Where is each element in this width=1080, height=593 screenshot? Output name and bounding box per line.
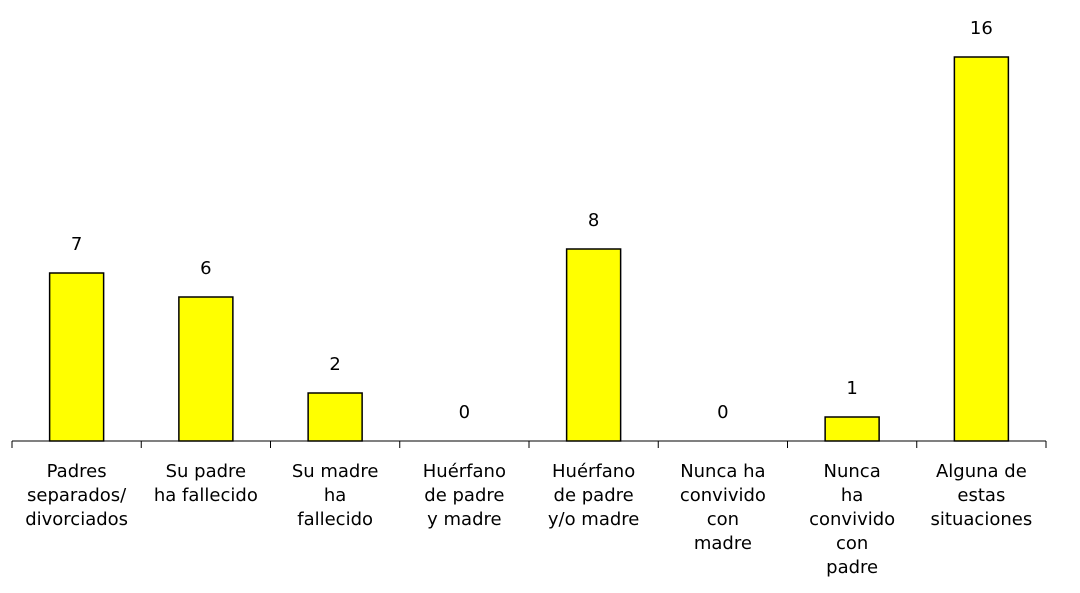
- data-label: 2: [329, 354, 340, 375]
- data-labels: 7 6 2 0 8 0 1 16: [71, 18, 993, 423]
- data-label: 0: [459, 402, 470, 423]
- data-label: 0: [717, 402, 728, 423]
- data-label: 16: [970, 18, 993, 39]
- category-label: Su madre ha fallecido: [292, 461, 379, 530]
- bar: [824, 416, 880, 442]
- category-labels: Padres separados/divorciados Su padre ha fa…: [25, 461, 1032, 578]
- category-label: Alguna de estas situaciones: [931, 461, 1033, 530]
- bar: [565, 248, 622, 442]
- bars: [48, 56, 1010, 442]
- data-label: 1: [846, 378, 857, 399]
- bar: [953, 56, 1010, 442]
- x-axis-ticks: [11, 441, 1047, 448]
- category-label: Huérfano de padre y madre: [423, 461, 506, 530]
- bar: [178, 296, 234, 442]
- category-label: Padres separados/divorciados: [25, 461, 128, 530]
- data-label: 6: [200, 258, 211, 279]
- bar: [48, 272, 105, 442]
- category-label: Su padre ha fallecido: [154, 461, 258, 506]
- bar: [307, 392, 363, 442]
- category-label: Nunca ha convivido con madre: [680, 461, 766, 554]
- category-label: Huérfano de padre y/o madre: [548, 461, 640, 530]
- data-label: 7: [71, 234, 82, 255]
- category-label: Nunca ha convivido con padre: [809, 461, 895, 578]
- data-label: 8: [588, 210, 599, 231]
